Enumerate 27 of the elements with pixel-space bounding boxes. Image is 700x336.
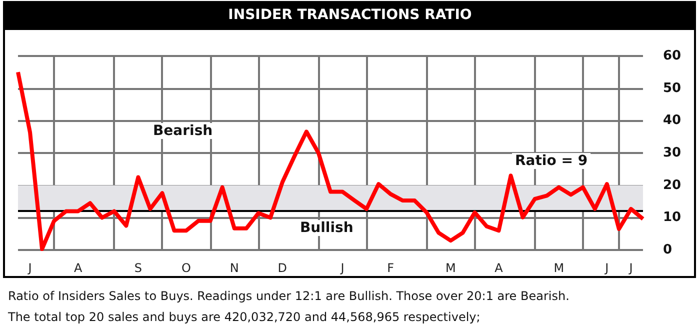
x-tick-label: J [340, 261, 344, 275]
x-tick-label: J [27, 261, 32, 275]
x-tick-label: O [182, 261, 191, 275]
text: The total top 20 sales and buys are 420,032,720 and 44,568,965 respectively; [7, 310, 480, 324]
y-tick-label: 10 [663, 210, 682, 226]
x-tick-label: M [446, 261, 456, 275]
x-tick-label: S [134, 261, 142, 275]
annotation: Bullish [300, 220, 354, 236]
x-tick-label: J [628, 261, 633, 275]
x-tick-label: A [74, 261, 83, 275]
x-tick-label: F [387, 261, 394, 275]
y-tick-label: 20 [663, 178, 682, 193]
line-series [16, 70, 645, 252]
y-tick-label: 0 [663, 242, 672, 258]
y-tick-label: 60 [663, 48, 682, 64]
y-tick-label: 40 [663, 113, 682, 128]
x-tick-label: J [604, 261, 609, 275]
x-tick-label: A [494, 261, 504, 275]
x-tick-label: N [230, 261, 239, 275]
y-tick-label: 50 [663, 80, 682, 96]
text: Ratio of Insiders Sales to Buys. Readings under 12:1 are Bullish. Those over 20:1 are Bearish. [8, 289, 570, 303]
y-tick-label: 30 [663, 146, 682, 160]
x-tick-label: D [278, 261, 288, 275]
chart-title: INSIDER TRANSACTIONS RATIO [228, 7, 472, 23]
annotation: Ratio = 9 [515, 153, 588, 169]
annotation: Bearish [153, 123, 213, 139]
x-tick-label: M [554, 261, 564, 275]
